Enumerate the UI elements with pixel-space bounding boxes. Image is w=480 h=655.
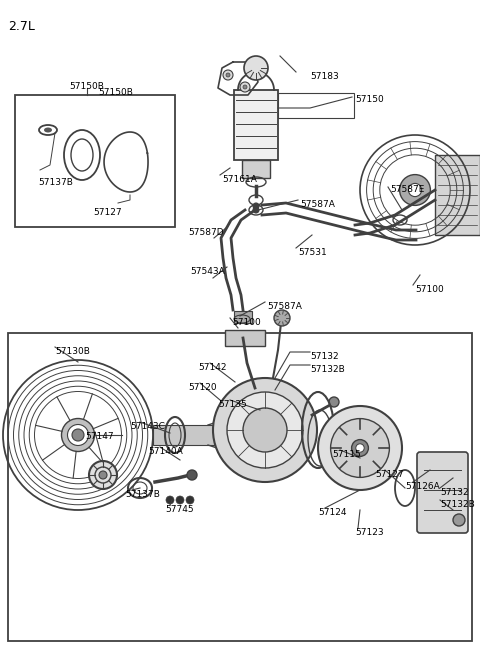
Text: 57183: 57183 <box>310 72 339 81</box>
Bar <box>234 90 278 160</box>
Text: 57132B: 57132B <box>310 365 345 374</box>
Circle shape <box>318 406 402 490</box>
Circle shape <box>226 73 230 77</box>
Circle shape <box>186 496 194 504</box>
Circle shape <box>253 207 259 213</box>
Text: 57140A: 57140A <box>148 447 183 456</box>
Text: 57132B: 57132B <box>440 500 475 509</box>
Circle shape <box>351 440 369 457</box>
Circle shape <box>223 70 233 80</box>
Text: 57137B: 57137B <box>125 490 160 499</box>
Ellipse shape <box>44 128 52 132</box>
Text: 57745: 57745 <box>165 505 193 514</box>
Bar <box>242 160 270 178</box>
Text: 57120: 57120 <box>188 383 216 392</box>
Circle shape <box>99 471 107 479</box>
Circle shape <box>176 496 184 504</box>
Circle shape <box>89 461 117 489</box>
FancyBboxPatch shape <box>417 452 468 533</box>
Circle shape <box>166 496 174 504</box>
Text: 57147: 57147 <box>85 432 114 441</box>
Circle shape <box>243 85 247 89</box>
Text: 57130B: 57130B <box>55 347 90 356</box>
Circle shape <box>213 378 317 482</box>
Bar <box>8 333 472 641</box>
Circle shape <box>240 82 250 92</box>
Text: 57137B: 57137B <box>38 178 73 187</box>
Text: 57543A: 57543A <box>190 267 225 276</box>
Circle shape <box>356 444 364 452</box>
Text: 57127: 57127 <box>375 470 404 479</box>
Text: 57150B: 57150B <box>70 82 105 91</box>
Text: 57150B: 57150B <box>98 88 133 97</box>
Circle shape <box>453 514 465 526</box>
Circle shape <box>331 419 389 477</box>
Bar <box>225 330 265 346</box>
Circle shape <box>187 470 197 480</box>
Bar <box>15 95 175 227</box>
Text: 57587A: 57587A <box>267 302 302 311</box>
Circle shape <box>253 203 259 209</box>
Bar <box>278 93 354 118</box>
Text: 57531: 57531 <box>298 248 327 257</box>
Bar <box>234 311 252 323</box>
Text: 57100: 57100 <box>415 285 444 294</box>
Circle shape <box>408 183 421 196</box>
Text: 57132: 57132 <box>310 352 338 361</box>
Circle shape <box>227 392 303 468</box>
Text: 57142: 57142 <box>198 363 227 372</box>
Text: 57132: 57132 <box>440 488 468 497</box>
Circle shape <box>72 429 84 441</box>
Text: 57123: 57123 <box>355 528 384 537</box>
Text: 57135: 57135 <box>218 400 247 409</box>
Text: 57143C: 57143C <box>130 422 165 431</box>
Text: 57150: 57150 <box>355 95 384 104</box>
Text: 57100: 57100 <box>232 318 261 327</box>
Circle shape <box>329 397 339 407</box>
Text: 57124: 57124 <box>318 508 347 517</box>
Circle shape <box>274 310 290 326</box>
Bar <box>435 155 480 235</box>
Text: 57127: 57127 <box>94 208 122 217</box>
Text: 2.7L: 2.7L <box>8 20 35 33</box>
Text: 57587A: 57587A <box>300 200 335 209</box>
Circle shape <box>61 419 95 451</box>
Text: 57587D: 57587D <box>188 228 224 237</box>
Circle shape <box>244 56 268 80</box>
Text: 57587E: 57587E <box>390 185 424 194</box>
Text: 57126A: 57126A <box>405 482 440 491</box>
Bar <box>153 425 218 445</box>
Circle shape <box>68 424 88 445</box>
Text: 57161A: 57161A <box>222 175 257 184</box>
Circle shape <box>243 408 287 452</box>
Circle shape <box>399 175 431 206</box>
Text: 57115: 57115 <box>332 450 361 459</box>
